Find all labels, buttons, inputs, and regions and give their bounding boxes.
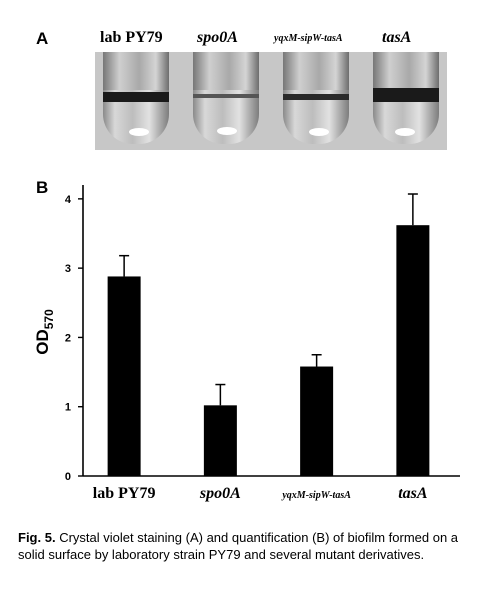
bar-1 xyxy=(203,405,237,476)
y-tick-label: 1 xyxy=(65,402,71,414)
biofilm-ring xyxy=(373,88,439,102)
biofilm-ring xyxy=(193,94,259,98)
x-tick-label-2: yqxM-sipW-tasA xyxy=(281,490,351,501)
biofilm-tubes-photo xyxy=(95,52,447,150)
tube-label-tasa: tasA xyxy=(382,29,412,46)
y-tick-label: 4 xyxy=(65,194,72,206)
panel-a-letter: A xyxy=(36,29,49,48)
x-tick-label-1: spo0A xyxy=(199,485,241,502)
figure-caption: Fig. 5. Crystal violet staining (A) and … xyxy=(18,529,478,563)
tube-label-lab-py79: lab PY79 xyxy=(100,29,163,46)
y-tick-label: 0 xyxy=(65,471,71,483)
y-tick-label: 3 xyxy=(65,263,71,275)
x-tick-label-3: tasA xyxy=(398,485,428,502)
bar-3 xyxy=(396,225,430,476)
bar-0 xyxy=(107,276,141,476)
y-axis-label: OD570 xyxy=(33,309,56,355)
tube-label-yqxm-sipw-tasa: yqxM-sipW-tasA xyxy=(274,33,343,44)
tube-yqxm-sipw-tasa xyxy=(283,52,349,144)
tube-spo0a xyxy=(193,52,259,144)
tube-label-spo0a: spo0A xyxy=(197,29,238,46)
bar-2 xyxy=(300,366,334,476)
figure-caption-text: Crystal violet staining (A) and quantifi… xyxy=(18,530,459,562)
figure-label: Fig. 5. xyxy=(18,530,56,545)
x-tick-label-0: lab PY79 xyxy=(93,485,156,502)
tube-lab-py79 xyxy=(103,52,169,144)
y-tick-label: 2 xyxy=(65,332,71,344)
tube-tasa xyxy=(373,52,439,144)
biofilm-ring xyxy=(103,92,169,102)
panel-b-letter: B xyxy=(36,178,49,197)
biofilm-ring xyxy=(283,94,349,100)
